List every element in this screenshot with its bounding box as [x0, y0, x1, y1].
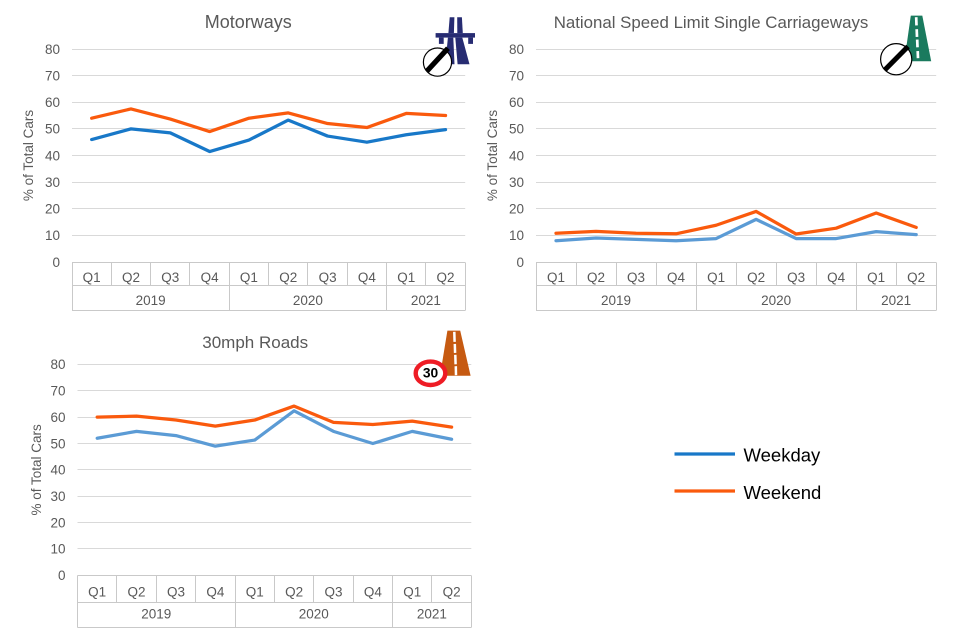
svg-text:2020: 2020 [761, 293, 791, 308]
svg-text:20: 20 [45, 202, 60, 217]
svg-text:30mph Roads: 30mph Roads [202, 333, 308, 352]
svg-text:2020: 2020 [299, 607, 329, 622]
svg-text:Q1: Q1 [240, 270, 258, 285]
svg-text:50: 50 [509, 122, 524, 137]
svg-text:Q4: Q4 [358, 270, 377, 285]
svg-text:Q2: Q2 [587, 270, 605, 285]
svg-text:Weekend: Weekend [744, 482, 822, 503]
svg-text:80: 80 [50, 357, 65, 372]
svg-text:Q2: Q2 [443, 584, 461, 599]
svg-text:Weekday: Weekday [744, 445, 822, 466]
svg-text:50: 50 [50, 436, 65, 451]
svg-text:Motorways: Motorways [205, 12, 292, 32]
svg-text:Q3: Q3 [627, 270, 645, 285]
svg-text:Q1: Q1 [88, 584, 106, 599]
svg-text:Q3: Q3 [324, 584, 342, 599]
svg-text:Q2: Q2 [747, 270, 765, 285]
svg-text:Q3: Q3 [319, 270, 337, 285]
svg-text:2019: 2019 [136, 293, 166, 308]
svg-text:2021: 2021 [881, 293, 911, 308]
svg-text:40: 40 [45, 148, 60, 163]
svg-text:2019: 2019 [601, 293, 631, 308]
svg-text:20: 20 [50, 515, 65, 530]
svg-text:0: 0 [52, 255, 60, 270]
svg-text:Q2: Q2 [437, 270, 455, 285]
svg-text:Q4: Q4 [201, 270, 220, 285]
svg-text:40: 40 [50, 463, 65, 478]
svg-text:70: 70 [50, 384, 65, 399]
svg-text:Q2: Q2 [907, 270, 925, 285]
svg-text:Q1: Q1 [547, 270, 565, 285]
svg-text:Q2: Q2 [285, 584, 303, 599]
svg-text:30: 30 [509, 175, 524, 190]
svg-text:2019: 2019 [141, 607, 171, 622]
svg-text:Q2: Q2 [128, 584, 146, 599]
svg-text:Q4: Q4 [206, 584, 225, 599]
svg-text:Q1: Q1 [867, 270, 885, 285]
svg-text:80: 80 [509, 42, 524, 57]
svg-text:50: 50 [45, 122, 60, 137]
svg-text:60: 60 [50, 410, 65, 425]
svg-text:60: 60 [45, 95, 60, 110]
svg-text:2020: 2020 [293, 293, 323, 308]
svg-text:Q2: Q2 [122, 270, 140, 285]
svg-text:0: 0 [516, 255, 524, 270]
svg-text:Q4: Q4 [364, 584, 383, 599]
svg-text:Q4: Q4 [667, 270, 686, 285]
svg-text:30: 30 [50, 489, 65, 504]
svg-text:80: 80 [45, 42, 60, 57]
svg-text:Q1: Q1 [397, 270, 415, 285]
svg-text:30: 30 [45, 175, 60, 190]
svg-text:0: 0 [58, 568, 66, 583]
svg-text:20: 20 [509, 202, 524, 217]
svg-text:% of Total Cars: % of Total Cars [485, 110, 500, 202]
svg-text:Q3: Q3 [787, 270, 805, 285]
svg-text:National Speed Limit Single Ca: National Speed Limit Single Carriageways [554, 13, 869, 32]
svg-text:% of Total Cars: % of Total Cars [29, 424, 44, 516]
svg-text:Q1: Q1 [246, 584, 264, 599]
svg-text:30: 30 [423, 366, 439, 381]
svg-text:Q3: Q3 [161, 270, 179, 285]
svg-text:Q1: Q1 [707, 270, 725, 285]
svg-text:Q2: Q2 [279, 270, 297, 285]
svg-text:Q4: Q4 [827, 270, 846, 285]
svg-text:Q1: Q1 [83, 270, 101, 285]
svg-text:40: 40 [509, 148, 524, 163]
svg-text:2021: 2021 [417, 607, 447, 622]
svg-text:% of Total Cars: % of Total Cars [21, 110, 36, 202]
svg-text:10: 10 [50, 542, 65, 557]
svg-text:70: 70 [509, 68, 524, 83]
svg-text:60: 60 [509, 95, 524, 110]
svg-text:Q1: Q1 [403, 584, 421, 599]
svg-text:70: 70 [45, 68, 60, 83]
svg-text:Q3: Q3 [167, 584, 185, 599]
svg-text:10: 10 [509, 228, 524, 243]
svg-text:10: 10 [45, 228, 60, 243]
svg-text:2021: 2021 [411, 293, 441, 308]
